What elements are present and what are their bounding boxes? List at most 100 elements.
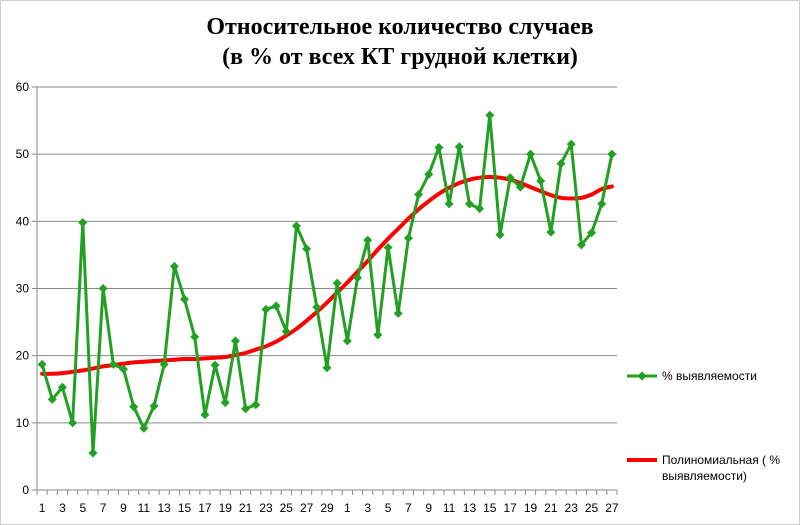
x-tick-label: 23 xyxy=(259,501,273,515)
data-point-marker xyxy=(373,330,383,340)
data-point-marker xyxy=(312,302,322,312)
data-point-marker xyxy=(108,359,118,369)
series-trend-line xyxy=(40,175,614,376)
x-tick-label: 19 xyxy=(524,501,538,515)
data-point-marker xyxy=(393,308,403,318)
data-point-marker xyxy=(47,394,57,404)
x-tick-label: 3 xyxy=(364,501,371,515)
x-tick-label: 1 xyxy=(39,501,46,515)
data-point-marker xyxy=(475,204,485,214)
data-point-marker xyxy=(302,244,312,254)
data-point-marker xyxy=(190,332,200,342)
x-tick-label: 21 xyxy=(544,501,558,515)
data-point-marker xyxy=(383,243,393,253)
data-point-marker xyxy=(515,182,525,192)
data-point-marker xyxy=(526,149,536,159)
x-tick-label: 25 xyxy=(585,501,599,515)
data-point-marker xyxy=(444,199,454,209)
data-point-marker xyxy=(322,363,332,373)
legend-label-trend: Полиномиальная ( % выявляемости) xyxy=(662,453,781,483)
data-point-marker xyxy=(332,278,342,288)
data-point-marker xyxy=(556,159,566,169)
x-tick-label: 15 xyxy=(483,501,497,515)
x-tick-label: 3 xyxy=(59,501,66,515)
legend-label-detection: % выявляемости xyxy=(662,369,757,383)
chart-title-line-1: Относительное количество случаев xyxy=(206,14,594,40)
data-point-marker xyxy=(454,142,464,152)
x-tick-label: 1 xyxy=(344,501,351,515)
x-tick-label: 17 xyxy=(503,501,517,515)
legend xyxy=(627,371,657,462)
y-tick-label: 20 xyxy=(16,349,30,363)
x-tick-label: 17 xyxy=(198,501,212,515)
y-tick-label: 50 xyxy=(16,147,30,161)
data-point-marker xyxy=(210,360,220,370)
x-tick-label: 5 xyxy=(79,501,86,515)
legend-key-detection-marker xyxy=(637,371,647,381)
x-tick-label: 11 xyxy=(138,501,151,515)
data-point-marker xyxy=(220,398,230,408)
data-point-marker xyxy=(241,404,251,414)
data-point-marker xyxy=(353,273,363,283)
data-point-marker xyxy=(149,401,159,411)
data-point-marker xyxy=(363,235,373,245)
data-point-marker xyxy=(180,294,190,304)
x-tick-label: 29 xyxy=(320,501,334,515)
x-tick-label: 13 xyxy=(463,501,477,515)
data-point-marker xyxy=(139,423,149,433)
x-tick-label: 5 xyxy=(385,501,392,515)
data-point-marker xyxy=(230,336,240,346)
data-point-marker xyxy=(57,382,67,392)
x-tick-label: 7 xyxy=(100,501,107,515)
data-point-marker xyxy=(261,304,271,314)
x-tick-label: 25 xyxy=(280,501,294,515)
y-tick-label: 60 xyxy=(16,80,30,94)
x-tick-label: 27 xyxy=(300,501,314,515)
data-point-marker xyxy=(118,364,128,374)
data-point-marker xyxy=(200,410,210,420)
data-point-marker xyxy=(281,326,291,336)
data-point-marker xyxy=(566,139,576,149)
data-point-marker xyxy=(129,402,139,412)
x-tick-label: 15 xyxy=(178,501,192,515)
chart-title-line-2: (в % от всех КТ грудной клетки) xyxy=(222,44,578,70)
x-tick-label: 11 xyxy=(443,501,456,515)
data-point-marker xyxy=(251,400,261,410)
x-tick-label: 27 xyxy=(605,501,619,515)
y-tick-label: 0 xyxy=(22,483,29,497)
series-group xyxy=(37,110,617,458)
y-tick-label: 40 xyxy=(16,214,30,228)
y-tick-labels: 0 10 20 30 40 50 60 xyxy=(16,80,30,497)
x-tick-label: 23 xyxy=(565,501,579,515)
data-point-marker xyxy=(485,110,495,120)
x-tick-label: 9 xyxy=(120,501,127,515)
data-point-marker xyxy=(576,240,586,250)
data-point-marker xyxy=(68,418,78,428)
data-point-marker xyxy=(536,176,546,186)
data-point-marker xyxy=(37,359,47,369)
data-point-marker xyxy=(98,284,108,293)
data-point-marker xyxy=(495,230,505,240)
x-tick-label: 7 xyxy=(405,501,412,515)
data-point-marker xyxy=(464,199,474,209)
data-point-marker xyxy=(434,142,444,152)
data-point-marker xyxy=(505,173,515,183)
y-tick-label: 10 xyxy=(16,416,30,430)
x-tick-label: 9 xyxy=(425,501,432,515)
data-point-marker xyxy=(159,359,169,369)
data-point-marker xyxy=(414,189,424,199)
data-point-marker xyxy=(342,336,352,346)
data-point-marker xyxy=(587,228,597,238)
x-tick-label: 19 xyxy=(219,501,233,515)
data-point-marker xyxy=(597,199,607,209)
x-tick-labels: 1 3 5 7 9 11 13 15 17 19 21 23 25 27 29 1 3 5 7 9 11 13 15 17 19… xyxy=(39,501,619,515)
data-point-marker xyxy=(88,448,98,458)
data-point-marker xyxy=(607,149,617,159)
axes xyxy=(32,86,618,495)
data-point-marker xyxy=(403,233,413,243)
y-tick-label: 30 xyxy=(16,282,30,296)
data-point-marker xyxy=(78,218,88,228)
x-tick-label: 13 xyxy=(158,501,172,515)
